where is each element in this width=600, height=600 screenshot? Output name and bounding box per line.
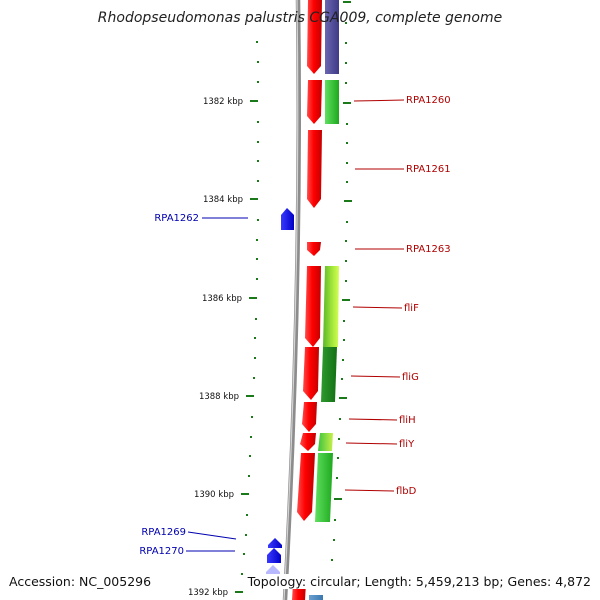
cds-RPA1263[interactable]	[307, 242, 321, 256]
gene-label-RPA1263[interactable]: RPA1263	[406, 244, 451, 255]
cog-block	[325, 80, 339, 124]
ruler-label-1388: 1388 kbp	[199, 392, 239, 402]
cds-fliH[interactable]	[302, 402, 317, 432]
cog-block	[321, 347, 337, 402]
right-minor-ticks	[331, 22, 348, 561]
genome-backbone	[282, 0, 302, 600]
cog-block	[323, 266, 339, 347]
gene-label-fliH[interactable]: fliH	[399, 415, 416, 426]
ruler-minor-ticks	[241, 41, 259, 575]
gene-label-flbD[interactable]: flbD	[396, 486, 417, 497]
gene-label-RPA1260[interactable]: RPA1260	[406, 95, 451, 106]
ruler-label-1384: 1384 kbp	[203, 195, 243, 205]
cds-flbD[interactable]	[297, 453, 315, 521]
cds-RPA1270[interactable]	[267, 548, 281, 563]
cds-RPA1261[interactable]	[307, 130, 322, 208]
gene-label-RPA1262[interactable]: RPA1262	[154, 213, 199, 224]
cds-forward-track	[292, 0, 322, 600]
ruler-ticks	[235, 100, 258, 593]
label-leaders-left	[186, 217, 248, 552]
cds-fliY[interactable]	[300, 433, 316, 451]
cog-block	[315, 453, 333, 522]
gene-label-RPA1269[interactable]: RPA1269	[141, 527, 186, 538]
gene-label-RPA1261[interactable]: RPA1261	[406, 164, 451, 175]
cds-RPA1260[interactable]	[307, 80, 322, 124]
cds-segment[interactable]	[307, 0, 322, 74]
gene-label-RPA1270[interactable]: RPA1270	[139, 546, 184, 557]
ruler-label-1392: 1392 kbp	[188, 588, 228, 598]
accession-label: Accession: NC_005296	[9, 574, 152, 589]
ruler-label-1382: 1382 kbp	[203, 97, 243, 107]
gene-label-fliG[interactable]: fliG	[402, 372, 419, 383]
right-ruler-ticks	[334, 1, 352, 500]
ruler-label-1386: 1386 kbp	[202, 294, 242, 304]
gene-label-fliY[interactable]: fliY	[399, 439, 415, 450]
cog-block	[325, 0, 339, 74]
cog-block	[309, 595, 323, 600]
cog-track	[309, 0, 339, 600]
cds-fliG[interactable]	[303, 347, 319, 400]
cog-block	[318, 433, 333, 451]
cds-RPA1269[interactable]	[268, 538, 282, 548]
cds-RPA1262[interactable]	[281, 208, 294, 230]
map-title: Rhodopseudomonas palustris CGA009, compl…	[97, 10, 503, 26]
cds-fliF[interactable]	[305, 266, 321, 347]
ruler-label-1390: 1390 kbp	[194, 490, 234, 500]
gene-label-fliF[interactable]: fliF	[404, 303, 419, 314]
label-leaders-right	[344, 99, 405, 492]
genome-backbone-highlight	[283, 0, 299, 600]
genome-stats-label: Topology: circular; Length: 5,459,213 bp…	[247, 574, 591, 589]
